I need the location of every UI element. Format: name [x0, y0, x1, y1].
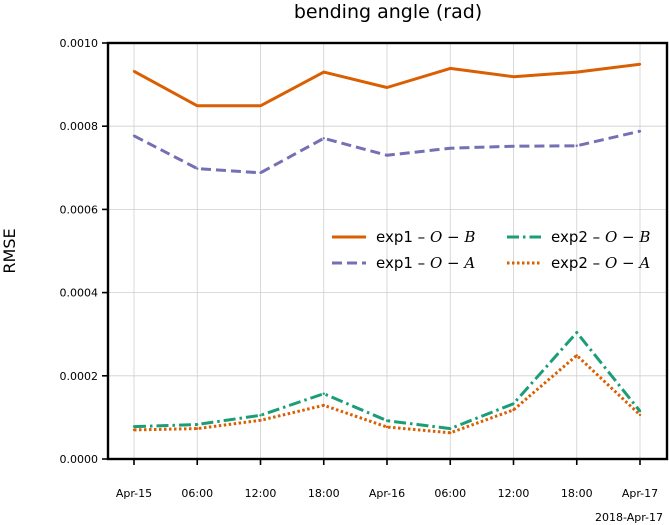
- data-point: [512, 144, 515, 148]
- data-point: [449, 67, 452, 70]
- data-point: [385, 86, 389, 89]
- y-tick-label: 0.0008: [60, 120, 99, 133]
- x-tick-label: 18:00: [308, 487, 340, 500]
- data-point: [196, 104, 199, 108]
- data-point: [132, 134, 136, 137]
- legend-label-3: exp2 – O − B: [551, 228, 650, 246]
- data-point: [259, 419, 262, 422]
- data-point: [259, 414, 262, 417]
- data-point: [385, 425, 389, 429]
- data-point: [132, 428, 136, 432]
- data-point: [196, 427, 199, 430]
- corner-date-label: 2018-Apr-17: [595, 511, 663, 524]
- y-tick-label: 0.0000: [60, 453, 99, 466]
- data-point: [638, 409, 642, 413]
- legend-label-4: exp2 – O − A: [551, 254, 650, 272]
- data-point: [449, 431, 452, 434]
- x-tick-label: 12:00: [498, 487, 530, 500]
- x-tick-label: 18:00: [561, 487, 593, 500]
- x-tick-label: 06:00: [434, 487, 466, 500]
- data-point: [322, 392, 325, 395]
- legend-label-1: exp1 – O − B: [376, 228, 475, 246]
- y-tick-label: 0.0010: [60, 37, 99, 50]
- data-point: [196, 167, 199, 170]
- legend-prefix: exp1 –: [376, 228, 430, 246]
- data-point: [132, 70, 136, 73]
- x-tick-label: 06:00: [181, 487, 213, 500]
- data-point: [196, 423, 199, 426]
- data-point: [322, 404, 325, 407]
- data-point: [575, 331, 578, 334]
- legend-math: O − B: [605, 228, 650, 246]
- plot-frame: [106, 41, 669, 461]
- x-tick-label: Apr-15: [116, 487, 152, 500]
- legend-math: O − B: [430, 228, 475, 246]
- legend-prefix: exp1 –: [376, 254, 430, 272]
- data-point: [259, 171, 262, 174]
- data-point: [385, 419, 389, 422]
- legend-prefix: exp2 –: [551, 254, 605, 272]
- data-point: [322, 70, 325, 74]
- legend-label-2: exp1 – O − A: [376, 254, 475, 272]
- data-point: [638, 413, 642, 417]
- data-point: [449, 147, 452, 150]
- legend-math: O − A: [605, 254, 650, 272]
- data-point: [512, 75, 515, 78]
- y-tick-label: 0.0006: [60, 203, 99, 216]
- data-point: [512, 408, 515, 412]
- y-tick-label: 0.0002: [60, 370, 99, 383]
- legend-prefix: exp2 –: [551, 228, 605, 246]
- y-tick-label: 0.0004: [60, 287, 99, 300]
- x-tick-label: 12:00: [245, 487, 277, 500]
- data-point: [322, 137, 325, 140]
- series-group: [132, 62, 642, 435]
- chart-title: bending angle (rad): [294, 1, 482, 23]
- data-point: [259, 104, 262, 108]
- series-line-3: [133, 331, 642, 431]
- series-line-4: [133, 353, 642, 435]
- ticks: Apr-15 06:00 12:00 18:00 Apr-16 06:00 12:00 18:…: [60, 37, 659, 500]
- data-point: [132, 425, 136, 428]
- legend-math: O − A: [430, 254, 475, 272]
- data-point: [638, 129, 642, 133]
- data-point: [449, 427, 452, 430]
- data-point: [575, 354, 578, 357]
- data-point: [512, 402, 515, 405]
- grid: [108, 42, 667, 460]
- data-point: [575, 144, 578, 147]
- data-point: [385, 154, 389, 157]
- x-tick-label: Apr-17: [622, 487, 658, 500]
- y-axis-label: RMSE: [0, 228, 19, 273]
- data-point: [575, 70, 578, 74]
- x-tick-label: Apr-16: [369, 487, 405, 500]
- data-point: [638, 63, 642, 66]
